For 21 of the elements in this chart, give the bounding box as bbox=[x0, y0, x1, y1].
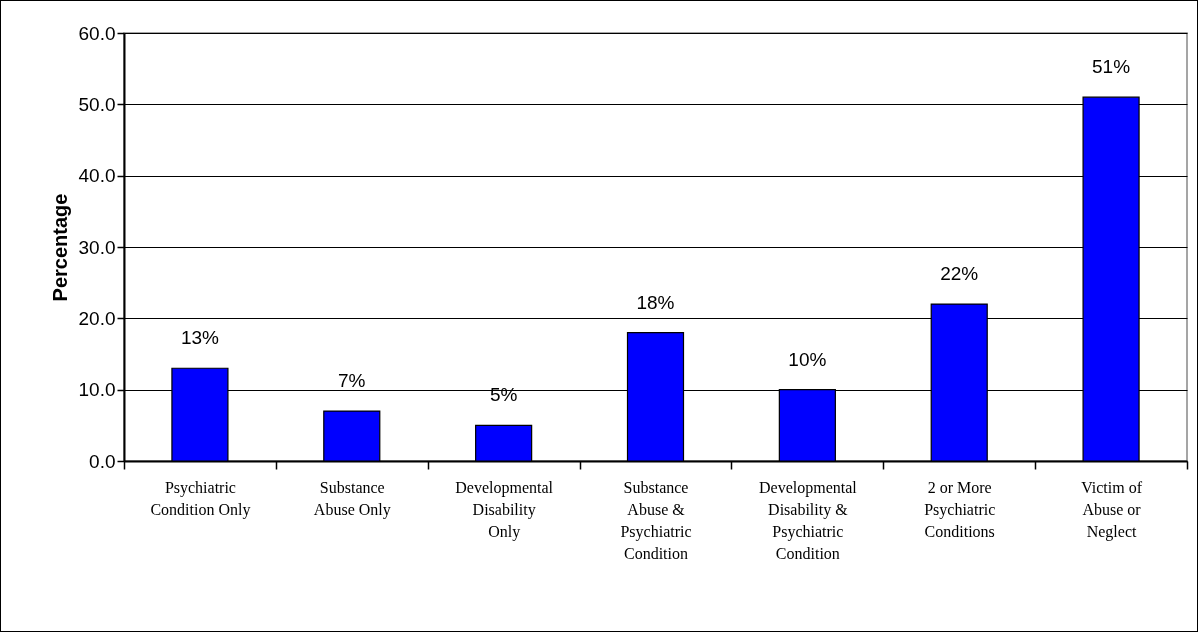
data-label: 22% bbox=[940, 263, 979, 285]
y-tick-label: 10.0 bbox=[78, 379, 116, 401]
x-tick-label: Psychiatric Condition Only bbox=[150, 478, 251, 519]
data-label: 7% bbox=[338, 370, 366, 392]
y-tick-label: 60.0 bbox=[78, 22, 116, 44]
x-tick-label: Substance Abuse Only bbox=[313, 478, 391, 519]
data-label: 51% bbox=[1092, 56, 1131, 78]
x-tick-label: Substance Abuse & Psychiatric Condition bbox=[620, 478, 692, 562]
y-tick-label: 20.0 bbox=[78, 307, 116, 329]
y-axis-title: Percentage bbox=[48, 193, 71, 302]
x-tick-label: Victim of Abuse or Neglect bbox=[1081, 478, 1143, 541]
x-tick-label: Developmental Disability Only bbox=[455, 478, 554, 541]
x-tick-label: 2 or More Psychiatric Conditions bbox=[924, 478, 996, 540]
y-tick-label: 30.0 bbox=[78, 236, 116, 258]
x-tick-label: Developmental Disability & Psychiatric Condition bbox=[758, 478, 858, 562]
data-label: 13% bbox=[180, 327, 220, 349]
data-label: 18% bbox=[636, 291, 675, 313]
y-tick-label: 40.0 bbox=[78, 165, 116, 187]
y-tick-label: 0.0 bbox=[89, 450, 116, 472]
y-tick-label: 50.0 bbox=[78, 93, 116, 115]
data-label: 10% bbox=[788, 348, 827, 370]
